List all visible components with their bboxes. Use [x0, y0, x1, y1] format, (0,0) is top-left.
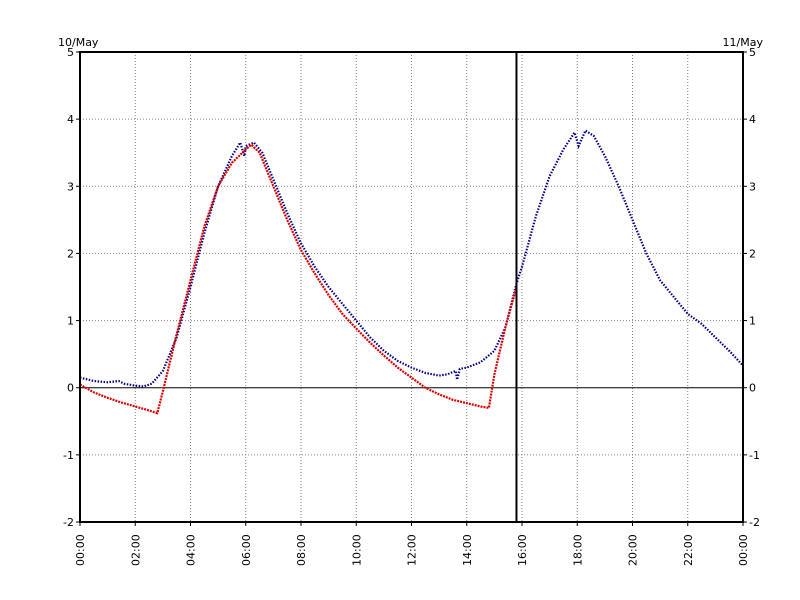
x-tick-label: 14:00: [461, 534, 474, 566]
y-tick-label-right: -2: [749, 516, 760, 529]
x-tick-label: 06:00: [240, 534, 253, 566]
x-tick-label: 20:00: [627, 534, 640, 566]
date-label-left: 10/May: [58, 36, 99, 49]
y-tick-label-left: 1: [67, 315, 74, 328]
y-tick-label-left: -2: [63, 516, 74, 529]
forecast-tide-line: [79, 128, 744, 388]
y-tick-label-right: 3: [749, 180, 756, 193]
x-tick-label: 00:00: [737, 534, 750, 566]
y-tick-label-right: -1: [749, 449, 760, 462]
x-tick-label: 00:00: [74, 534, 87, 566]
y-tick-label-right: 5: [749, 46, 756, 59]
grid-lines: [80, 52, 743, 522]
x-tick-label: 18:00: [571, 534, 584, 566]
y-tick-label-left: -1: [63, 449, 74, 462]
tick-marks: [76, 51, 747, 526]
y-tick-label-right: 1: [749, 315, 756, 328]
y-tick-label-left: 4: [67, 113, 74, 126]
y-tick-label-right: 2: [749, 247, 756, 260]
x-tick-label: 02:00: [129, 534, 142, 566]
x-tick-label: 16:00: [516, 534, 529, 566]
series-layer: [79, 128, 744, 415]
observed-tide-line: [79, 143, 518, 415]
y-tick-label-left: 3: [67, 180, 74, 193]
x-tick-label: 08:00: [295, 534, 308, 566]
y-tick-label-left: 2: [67, 247, 74, 260]
x-tick-label: 12:00: [406, 534, 419, 566]
y-tick-label-right: 4: [749, 113, 756, 126]
y-tick-label-right: 0: [749, 382, 756, 395]
y-tick-label-left: 5: [67, 46, 74, 59]
x-tick-label: 04:00: [185, 534, 198, 566]
y-tick-label-left: 0: [67, 382, 74, 395]
x-tick-label: 22:00: [682, 534, 695, 566]
date-label-right: 11/May: [723, 36, 764, 49]
tick-labels: 00:00 02:00 04:00 06:00 08:00 10:00 12:00 14:00…: [63, 46, 760, 566]
x-tick-label: 10:00: [350, 534, 363, 566]
